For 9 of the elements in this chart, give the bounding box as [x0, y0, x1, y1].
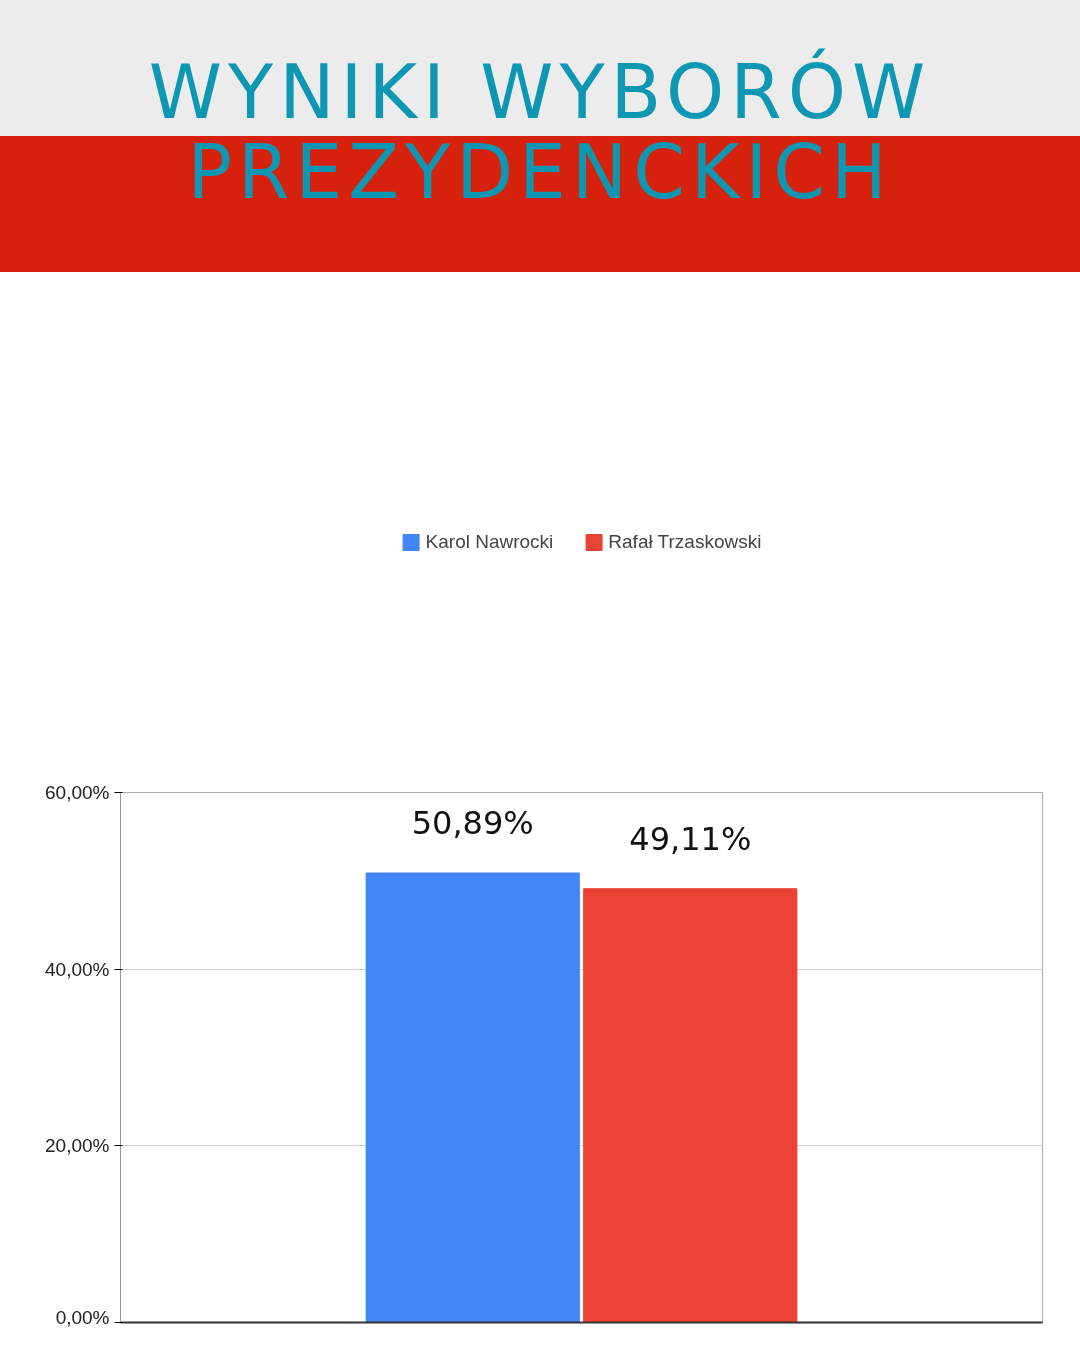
data-label: 49,11% [629, 819, 752, 858]
y-tick-label: 0,00% [55, 1306, 110, 1328]
y-tick-label: 20,00% [45, 1135, 110, 1157]
legend-label: Karol Nawrocki [425, 531, 554, 553]
data-label: 50,89% [411, 804, 534, 843]
y-tick-label: 60,00% [45, 782, 110, 803]
y-tick-label: 40,00% [45, 958, 110, 980]
legend-label: Rafał Trzaskowski [608, 531, 762, 553]
chart-title: WYNIKI WYBORÓW PREZYDENCKICH [0, 0, 1080, 272]
